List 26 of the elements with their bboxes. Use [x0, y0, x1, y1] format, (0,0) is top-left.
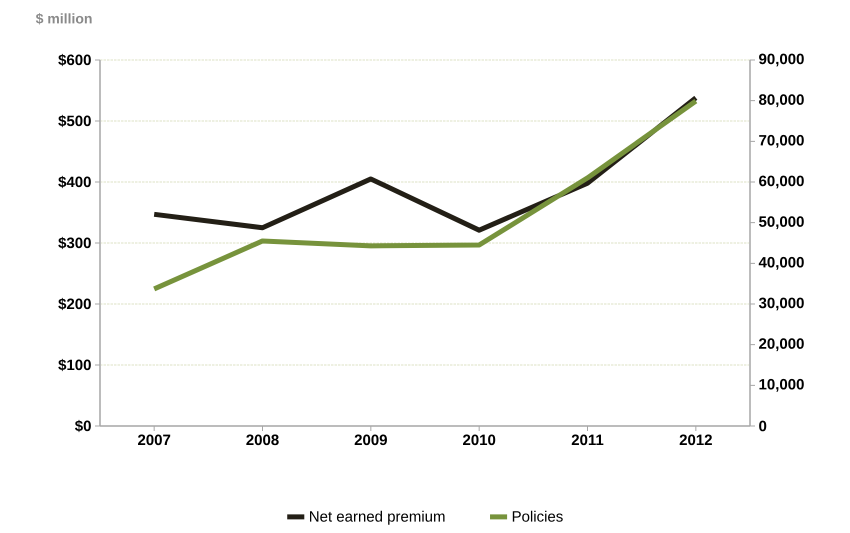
- x-tick-label: 2011: [572, 434, 604, 446]
- y-tick-label: $300: [58, 236, 91, 250]
- x-tick-label: 2009: [354, 434, 387, 446]
- y2-tick-label: 60,000: [759, 176, 804, 188]
- x-tick-label: 2008: [246, 434, 279, 446]
- y-axis-title: $ million: [36, 13, 92, 24]
- y2-tick-label: 50,000: [759, 216, 804, 230]
- x-tick-label: 2012: [680, 434, 712, 446]
- y-tick-label: $100: [58, 358, 91, 372]
- y-tick-label: $0: [74, 420, 91, 432]
- y2-tick-label: 40,000: [758, 256, 804, 270]
- y-tick-label: $600: [58, 54, 91, 66]
- y2-tick-label: 80,000: [759, 94, 804, 108]
- y2-tick-label: 0: [759, 420, 766, 432]
- y-tick-label: $200: [58, 298, 91, 310]
- y-tick-label: $400: [58, 176, 91, 188]
- y2-tick-label: 70,000: [759, 134, 804, 148]
- y2-tick-label: 20,000: [759, 338, 804, 352]
- x-tick-label: 2010: [463, 434, 496, 446]
- legend-label: Net earned premium: [310, 510, 444, 525]
- y-tick-label: $500: [58, 114, 91, 128]
- y2-tick-label: 10,000: [759, 378, 804, 392]
- x-tick-label: 2007: [138, 434, 170, 446]
- legend-label: Policies: [512, 510, 563, 522]
- y2-tick-label: 30,000: [758, 298, 804, 310]
- y2-tick-label: 90,000: [759, 54, 804, 66]
